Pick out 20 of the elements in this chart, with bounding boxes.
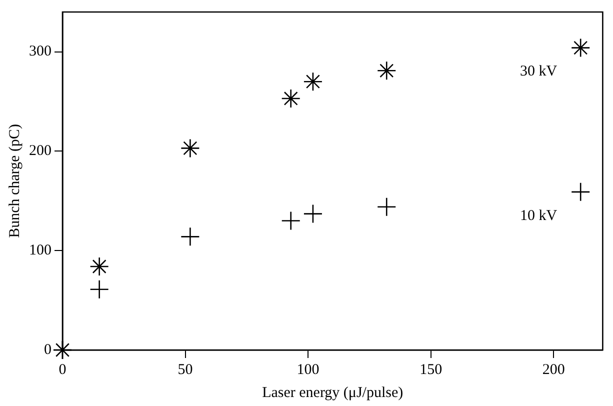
x-tick-label: 200 [542,362,565,378]
x-axis-title: Laser energy (μJ/pulse) [262,384,404,401]
y-tick-label: 300 [29,44,52,60]
point [281,88,301,108]
y-axis-title: Bunch charge (pC) [6,124,23,238]
y-tick-label: 200 [29,143,52,160]
x-tick-label: 50 [178,362,193,378]
series-label: 30 kV [520,64,558,80]
y-tick-label: 100 [29,242,52,259]
point [90,256,109,276]
point [570,182,590,202]
point [570,38,590,58]
y-tick-label: 0 [44,342,52,358]
x-tick-label: 0 [58,362,66,378]
point [376,61,396,80]
point [303,72,323,92]
x-tick-label: 150 [420,362,442,378]
x-tick-label: 100 [296,362,320,378]
point [180,138,200,158]
series-label: 10 kV [520,208,558,224]
